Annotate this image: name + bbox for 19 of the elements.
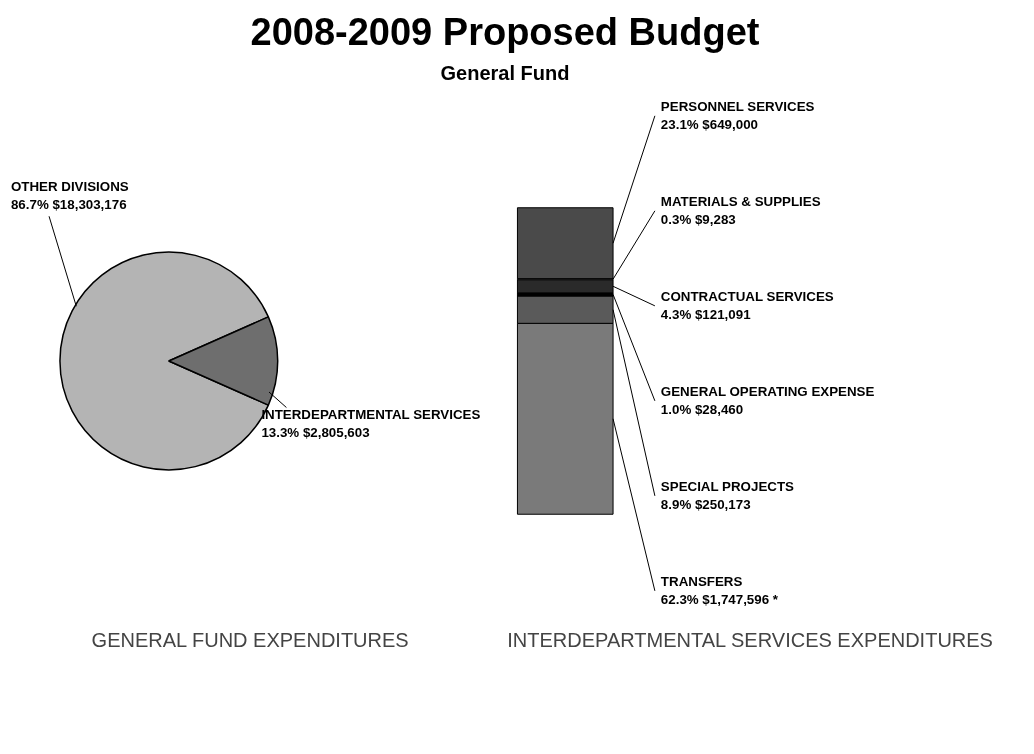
text: GENERAL OPERATING EXPENSE xyxy=(660,384,875,400)
data-label: 0.3% $9,283 xyxy=(660,212,736,228)
data-label: 4.3% $121,091 xyxy=(660,307,752,323)
chart-subtitle: General Fund xyxy=(439,61,571,87)
slice-label: OTHER DIVISIONS xyxy=(10,179,129,195)
text: PERSONNEL SERVICES xyxy=(660,99,815,115)
data-label: 1.0% $28,460 xyxy=(660,402,744,418)
text: TRANSFERS xyxy=(660,574,743,590)
text: SPECIAL PROJECTS xyxy=(660,479,795,495)
text: MATERIALS & SUPPLIES xyxy=(660,194,821,210)
x-axis-title: INTERDEPARTMENTAL SERVICES EXPENDITURES xyxy=(507,628,993,651)
data-label: 23.1% $649,000 xyxy=(660,117,758,133)
text: CONTRACTUAL SERVICES xyxy=(660,289,834,305)
chart-title: 2008-2009 Proposed Budget xyxy=(250,10,760,55)
data-label: 62.3% $1,747,596 * xyxy=(660,592,779,608)
text: GENERAL FUND EXPENDITURES xyxy=(91,628,409,651)
data-label: 13.3% $2,805,603 xyxy=(261,424,370,440)
data-label: 8.9% $250,173 xyxy=(660,497,751,513)
data-label: 86.7% $18,303,176 xyxy=(10,197,127,213)
